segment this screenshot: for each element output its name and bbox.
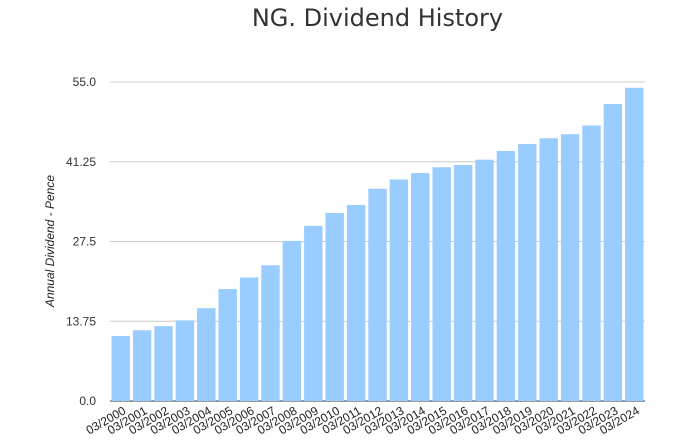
bar-03-2022	[582, 125, 601, 401]
y-tick-label: 13.75	[66, 314, 96, 328]
bar-03-2008	[282, 240, 302, 401]
bar-03-2004	[197, 308, 216, 401]
x-tick-labels: 03/200003/200103/200203/200303/200403/20…	[84, 403, 642, 437]
bar-03-2013	[389, 179, 409, 401]
bar-03-2006	[239, 277, 259, 401]
bar-03-2011	[346, 204, 366, 401]
bar-03-2016	[453, 164, 473, 401]
bar-03-2010	[325, 213, 344, 401]
bars	[111, 87, 644, 402]
bar-03-2015	[432, 167, 451, 401]
bar-03-2001	[132, 330, 152, 401]
bar-03-2012	[368, 188, 387, 401]
bar-03-2019	[518, 144, 537, 401]
bar-03-2021	[560, 134, 580, 401]
bar-03-2018	[496, 151, 516, 401]
bar-03-2002	[154, 326, 173, 401]
bar-03-2000	[111, 336, 130, 401]
bar-03-2007	[261, 265, 280, 401]
y-tick-label: 41.25	[66, 155, 96, 169]
bar-03-2005	[218, 289, 237, 401]
bar-03-2009	[304, 225, 323, 401]
bar-03-2014	[411, 173, 430, 401]
bar-03-2003	[175, 320, 195, 401]
y-axis-title: Annual Dividend - Pence	[43, 175, 57, 308]
y-tick-label: 27.5	[73, 235, 97, 249]
y-tick-labels: 0.0 13.75 27.5 41.25 55.0	[66, 75, 96, 408]
chart-title: NG. Dividend History	[251, 4, 504, 32]
bar-03-2024	[625, 87, 644, 402]
y-tick-label: 0.0	[79, 394, 96, 408]
bar-03-2020	[539, 138, 558, 401]
y-tick-label: 55.0	[73, 75, 97, 89]
bar-03-2023	[603, 104, 623, 401]
bar-03-2017	[475, 159, 494, 401]
